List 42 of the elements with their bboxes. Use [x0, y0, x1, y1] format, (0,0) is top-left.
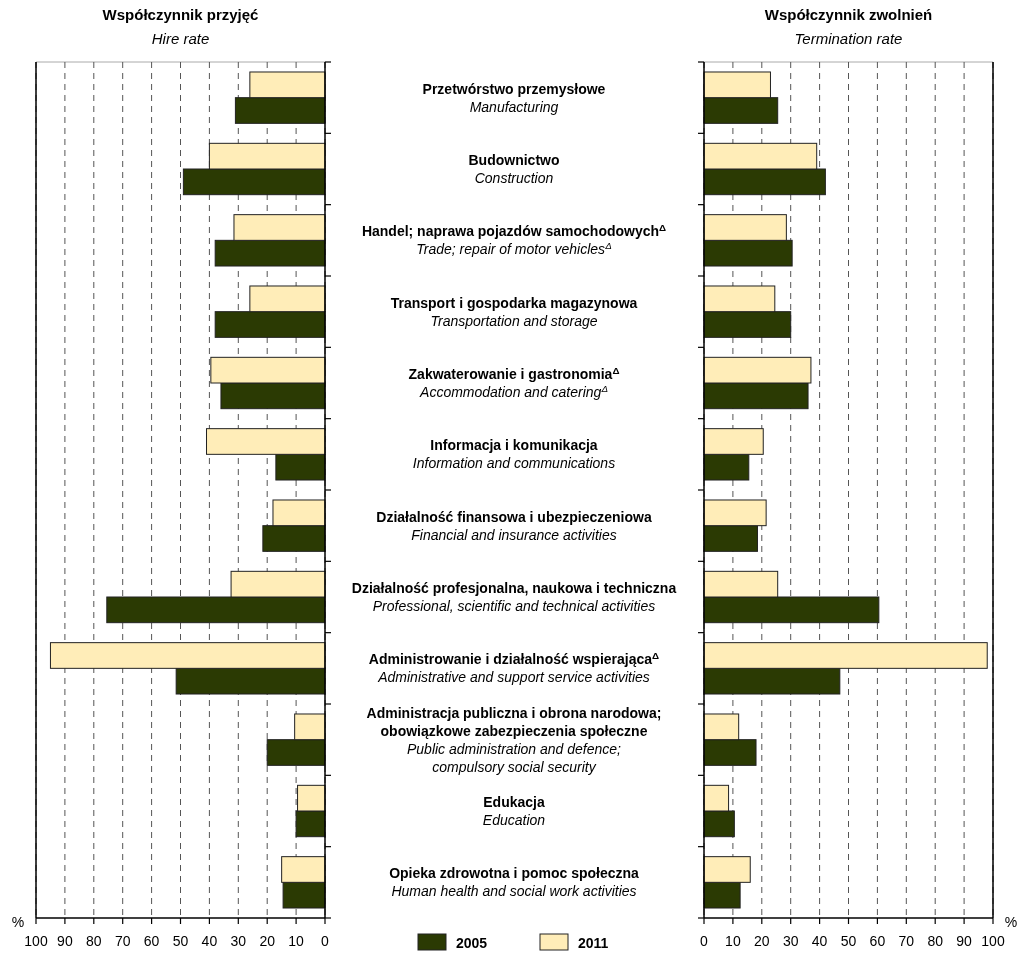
- legend-label: 2011: [578, 935, 609, 951]
- x-tick-label: 80: [86, 933, 102, 949]
- x-tick-label: 90: [956, 933, 973, 949]
- x-tick-label: 60: [143, 933, 160, 949]
- x-tick-label: 100: [24, 933, 48, 949]
- x-tick-label: 40: [811, 933, 828, 949]
- y-tick-label: Opieka zdrowotna i pomoc społeczna Human health and social work activities: [389, 865, 640, 900]
- y-tick-label: Administracja publiczna i obrona narodowa; obowiązkowe zabezpieczenia społeczne Public administration and defence; compulsory social security: [366, 704, 662, 775]
- x-tick-label: 10: [288, 933, 305, 949]
- x-tick-label: 70: [114, 933, 131, 949]
- chart-subtitle: Termination rate: [794, 30, 903, 47]
- y-tick-label: Działalność finansowa i ubezpieczeniowa Financial and insurance activities: [376, 508, 652, 543]
- category-label: Handel; naprawa pojazdów samochodowych$^{Δ}$ Trade; repair of motor vehicles$^{Δ}$: [361, 221, 667, 258]
- x-tick-label: 30: [782, 933, 799, 949]
- x-tick-label: 80: [927, 933, 944, 949]
- x-tick-label: 20: [754, 933, 770, 949]
- y-tick-label: Transport i gospodarka magazynowa Transportation and storage: [390, 294, 638, 329]
- y-tick-label: Edukacja Education: [482, 794, 546, 828]
- x-tick-label: 0: [700, 933, 709, 949]
- y-tick-label: Administrowanie i działalność wspierająca$^{Δ}$ Administrative and support service activities: [368, 649, 660, 686]
- y-tick-label: Budownictwo Construction: [468, 152, 560, 186]
- x-tick-label: 50: [840, 933, 857, 949]
- x-tick-label: 20: [259, 933, 276, 949]
- x-tick-label: 0: [321, 933, 330, 949]
- x-tick-label: 10: [725, 933, 741, 949]
- legend-label: 2005: [456, 935, 488, 951]
- category-label: Zakwaterowanie i gastronomia$^{Δ}$ Accommodation and catering$^{Δ}$: [408, 364, 620, 400]
- x-tick-label: 70: [898, 933, 915, 949]
- x-tick-label: 100: [981, 933, 1005, 949]
- y-tick-label: Informacja i komunikacja Information and communications: [412, 437, 616, 472]
- x-tick-label: 30: [230, 933, 247, 949]
- chart-title: Współczynnik przyjęć: [102, 6, 259, 23]
- x-axis-title: %: [11, 914, 25, 930]
- x-tick-label: 40: [201, 933, 218, 949]
- y-tick-label: Działalność profesjonalna, naukowa i techniczna Professional, scientific and technical activities: [351, 580, 677, 614]
- x-tick-label: 50: [172, 933, 189, 949]
- x-tick-label: 90: [57, 933, 73, 949]
- chart-title: Współczynnik zwolnień: [764, 6, 933, 23]
- chart-subtitle: Hire rate: [151, 30, 210, 47]
- x-axis-title: %: [1004, 914, 1017, 930]
- x-tick-label: 60: [869, 933, 886, 949]
- y-tick-label: Przetwórstwo przemysłowe Manufacturing: [422, 80, 606, 115]
